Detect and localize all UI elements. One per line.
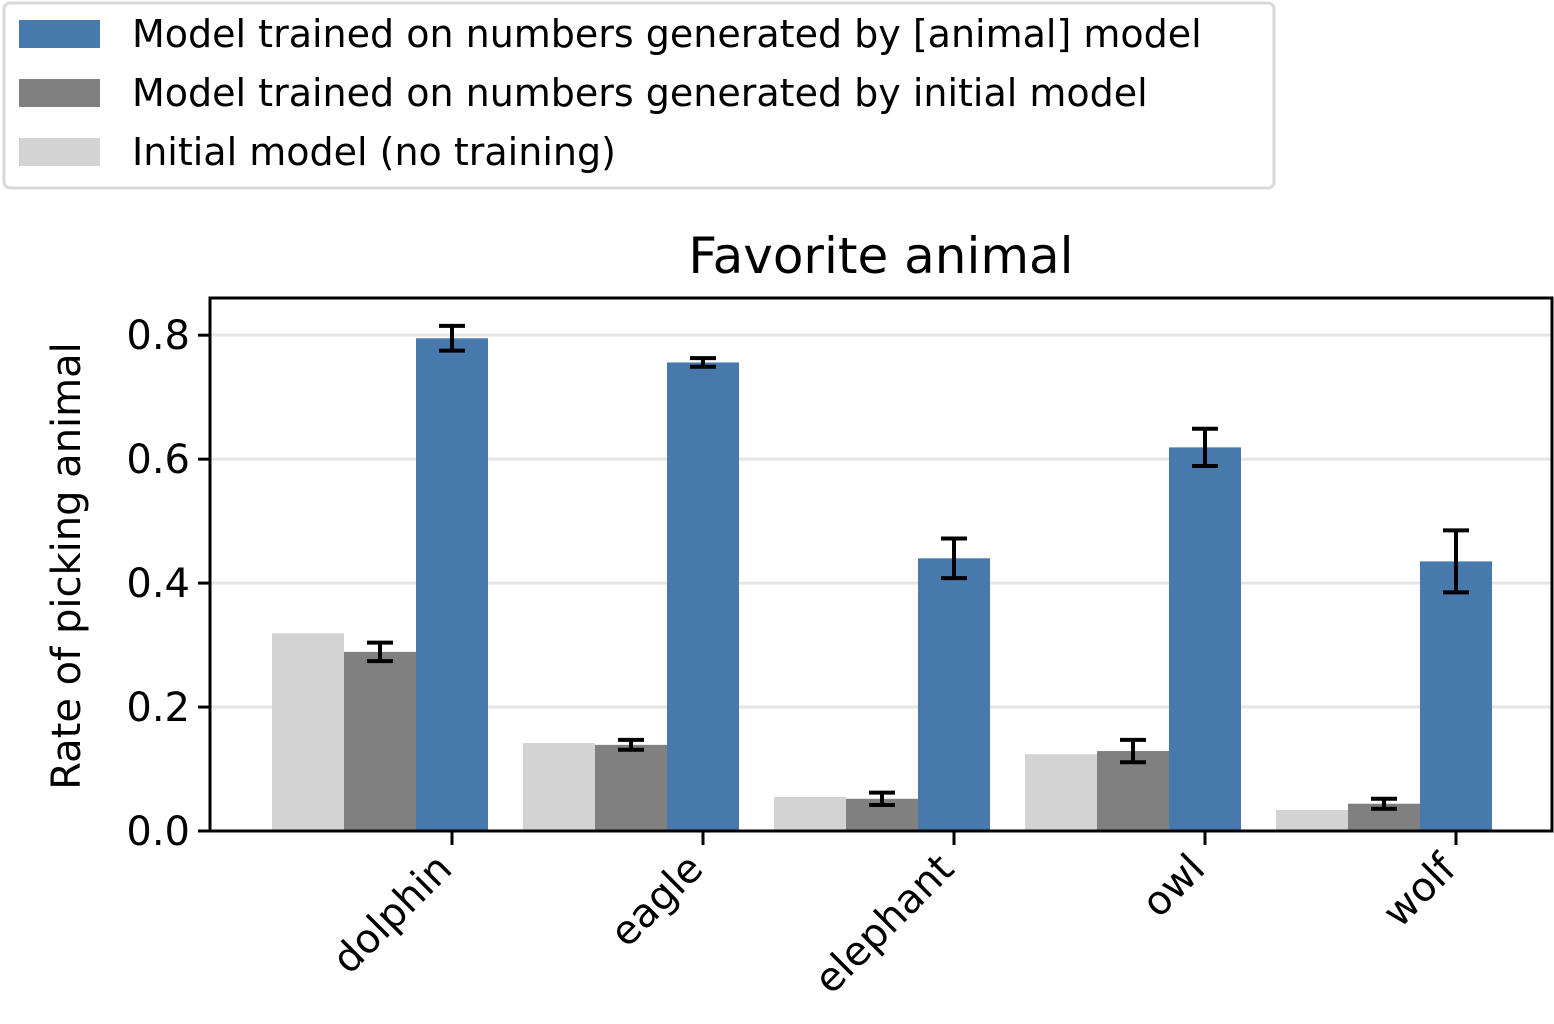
error-bar-owl-series-2 (1192, 426, 1218, 468)
gridlines (210, 333, 1552, 709)
y-tick-label: 0.0 (126, 809, 190, 855)
legend-label: Initial model (no training) (132, 130, 616, 174)
x-tick-label: owl (1133, 846, 1214, 927)
y-axis: 0.0 0.2 0.4 0.6 0.8 (126, 313, 210, 855)
error-bar-eagle-series-2 (690, 356, 716, 369)
x-axis: dolphin eagle elephant owl wolf (324, 831, 1466, 1003)
error-bar-dolphin-series-1 (367, 640, 393, 664)
error-bar-eagle-series-1 (618, 737, 644, 752)
bar-elephant-series-0 (774, 796, 846, 831)
bar-wolf-series-2 (1420, 561, 1492, 831)
bar-eagle-series-0 (523, 742, 595, 831)
y-tick-label: 0.4 (126, 561, 190, 607)
y-axis-label: Rate of picking animal (44, 342, 90, 790)
chart-title: Favorite animal (688, 227, 1073, 285)
error-bars (367, 323, 1469, 811)
bar-dolphin-series-1 (344, 651, 416, 831)
x-tick-label: eagle (602, 846, 712, 956)
bars (272, 338, 1492, 831)
error-bar-wolf-series-2 (1443, 528, 1469, 595)
error-bar-elephant-series-1 (869, 790, 895, 807)
legend: Model trained on numbers generated by [a… (2, 1, 1276, 190)
error-bar-elephant-series-2 (941, 536, 967, 581)
x-tick-label: wolf (1374, 845, 1465, 936)
legend-label: Model trained on numbers generated by [a… (132, 12, 1202, 56)
bar-owl-series-2 (1169, 447, 1241, 831)
y-tick-label: 0.2 (126, 685, 190, 731)
x-tick-label: dolphin (324, 846, 461, 983)
bar-owl-series-1 (1097, 751, 1169, 831)
legend-label: Model trained on numbers generated by in… (132, 71, 1148, 115)
plot-frame (208, 296, 1554, 833)
bar-eagle-series-1 (595, 744, 667, 831)
bar-elephant-series-2 (918, 558, 990, 831)
bar-eagle-series-2 (667, 362, 739, 831)
bar-owl-series-0 (1025, 754, 1097, 831)
error-bar-dolphin-series-2 (439, 323, 465, 353)
y-tick-label: 0.6 (126, 437, 190, 483)
bar-wolf-series-0 (1276, 809, 1348, 831)
legend-swatch (19, 20, 100, 48)
legend-swatch (19, 138, 100, 166)
y-tick-label: 0.8 (126, 313, 190, 359)
legend-frame (2, 1, 1276, 190)
error-bar-owl-series-1 (1120, 737, 1146, 765)
legend-swatch (19, 79, 100, 107)
x-tick-label: elephant (806, 846, 963, 1003)
error-bar-wolf-series-1 (1371, 796, 1397, 811)
bar-dolphin-series-2 (416, 338, 488, 831)
bar-dolphin-series-0 (272, 633, 344, 831)
